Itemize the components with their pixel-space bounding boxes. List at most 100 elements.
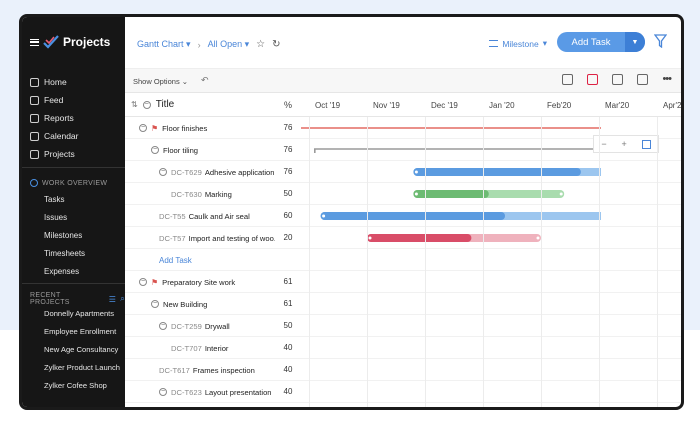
title-column-header[interactable]: ⇅ − Title	[125, 93, 275, 117]
task-title-cell[interactable]: − Floor tiling	[125, 139, 275, 161]
table-row[interactable]: DC-T55 Caulk and Air seal 60	[125, 205, 681, 227]
task-title-cell[interactable]: DC-T57 Import and testing of woo...	[125, 227, 275, 249]
sidebar-item-issues[interactable]: Issues	[44, 213, 68, 222]
nav-reports[interactable]: Reports	[30, 109, 79, 127]
table-row[interactable]: − DC-T629 Adhesive application 76	[125, 161, 681, 183]
table-row[interactable]: Add Task	[125, 249, 681, 271]
collapse-icon[interactable]: −	[151, 300, 159, 308]
undo-icon[interactable]: ↶	[201, 75, 209, 85]
work-overview-icon	[30, 179, 38, 187]
bar-drag-handle[interactable]	[536, 236, 540, 240]
table-row[interactable]: − ⚑ Floor finishes 76	[125, 117, 681, 139]
month-label: Feb'20	[547, 101, 572, 110]
recent-project-item[interactable]: Donnelly Apartments	[44, 309, 115, 318]
collapse-icon[interactable]: −	[159, 168, 167, 176]
table-row[interactable]: DC-T57 Import and testing of woo... 20	[125, 227, 681, 249]
collapse-icon[interactable]: −	[159, 388, 167, 396]
zoom-out-icon[interactable]: −	[601, 139, 607, 149]
recent-project-item[interactable]: Employee Enrollment	[44, 327, 117, 336]
add-task-button[interactable]: Add Task ▼	[557, 32, 645, 52]
task-title-cell[interactable]: − ⚑ Floor finishes	[125, 117, 275, 139]
task-title-cell[interactable]: DC-T55 Caulk and Air seal	[125, 205, 275, 227]
chevron-down-icon[interactable]: ▼	[625, 32, 645, 52]
star-icon[interactable]: ☆	[256, 39, 266, 50]
sidebar-item-expenses[interactable]: Expenses	[44, 267, 80, 276]
percent-cell: 40	[283, 365, 293, 374]
fit-to-screen-icon[interactable]	[641, 139, 651, 149]
header: Gantt Chart ▾ › All Open ▾ ☆ ↻ Milestone…	[125, 17, 681, 69]
bar-drag-handle[interactable]	[559, 192, 563, 196]
task-title-cell[interactable]: DC-T707 Interior	[125, 337, 275, 359]
month-label: Jan '20	[489, 101, 515, 110]
show-options-dropdown[interactable]: Show Options ⌄	[133, 77, 189, 86]
zoom-controls: − +	[593, 135, 659, 153]
menu-icon[interactable]	[30, 38, 39, 46]
brand[interactable]: Projects	[30, 35, 110, 49]
collapse-icon[interactable]: −	[139, 124, 147, 132]
percent-cell: 61	[283, 277, 293, 286]
task-code: DC-T617	[159, 365, 190, 375]
nav-projects[interactable]: Projects	[30, 145, 79, 163]
layout-icon[interactable]	[562, 74, 574, 85]
milestone-flag-icon: ⚑	[151, 277, 159, 287]
table-row[interactable]: − ⚑ Preparatory Site work 61	[125, 271, 681, 293]
table-row[interactable]: − Floor tiling 76	[125, 139, 681, 161]
bar-drag-handle[interactable]	[414, 192, 418, 196]
pdf-export-icon[interactable]	[587, 74, 599, 85]
bar-drag-handle[interactable]	[322, 214, 326, 218]
collapse-icon[interactable]: −	[151, 146, 159, 154]
feed-icon	[30, 95, 39, 105]
search-icon[interactable]: ⌕	[120, 294, 125, 303]
task-progress	[320, 212, 506, 220]
table-row[interactable]: DC-T707 Interior 40	[125, 337, 681, 359]
nav-calendar[interactable]: Calendar	[30, 127, 79, 145]
task-title-cell[interactable]: − DC-T629 Adhesive application	[125, 161, 275, 183]
collapse-icon[interactable]: −	[159, 322, 167, 330]
milestone-selector[interactable]: Milestone ▾	[489, 38, 547, 49]
expand-all-icon[interactable]: −	[142, 100, 151, 109]
filter-list-icon[interactable]: ☰	[108, 294, 117, 304]
table-row[interactable]: − DC-T259 Drywall 50	[125, 315, 681, 337]
view-selector[interactable]: Gantt Chart ▾	[137, 39, 191, 49]
table-row[interactable]: − New Building 61	[125, 293, 681, 315]
task-name: Preparatory Site work	[162, 277, 236, 287]
table-row[interactable]: DC-T617 Frames inspection 40	[125, 359, 681, 381]
nav-label: Calendar	[44, 131, 79, 141]
task-name: Caulk and Air seal	[188, 211, 250, 221]
recent-project-item[interactable]: Zylker Cofee Shop	[44, 381, 107, 390]
percent-cell: 76	[283, 123, 293, 132]
chevron-right-icon: ›	[197, 39, 201, 50]
filter-icon[interactable]	[654, 34, 667, 48]
fullscreen-icon[interactable]	[637, 74, 649, 85]
task-title-cell[interactable]: − ⚑ Preparatory Site work	[125, 271, 275, 293]
recent-project-item[interactable]: Zylker Product Launch	[44, 363, 120, 372]
sidebar-item-milestones[interactable]: Milestones	[44, 231, 83, 240]
recent-project-item[interactable]: New Age Consultancy	[44, 345, 119, 354]
task-title-cell[interactable]: − DC-T623 Layout presentation	[125, 381, 275, 403]
nav-feed[interactable]: Feed	[30, 91, 79, 109]
filter-selector[interactable]: All Open ▾	[207, 39, 250, 49]
timeline-header: Oct '19 Nov '19 Dec '19 Jan '20 Feb'20 Mar'20…	[301, 93, 681, 117]
sidebar-item-tasks[interactable]: Tasks	[44, 195, 65, 204]
nav-home[interactable]: Home	[30, 73, 79, 91]
task-title-cell[interactable]: DC-T617 Frames inspection	[125, 359, 275, 381]
calendar-view-icon[interactable]	[612, 74, 624, 85]
collapse-icon[interactable]: −	[139, 278, 147, 286]
add-task-link[interactable]: Add Task	[159, 255, 192, 265]
task-code: DC-T707	[171, 343, 202, 353]
reorder-icon[interactable]: ⇅	[131, 100, 138, 109]
bar-drag-handle[interactable]	[368, 236, 372, 240]
task-title-cell[interactable]: − New Building	[125, 293, 275, 315]
bar-drag-handle[interactable]	[414, 170, 418, 174]
task-title-cell[interactable]: Add Task	[125, 249, 275, 271]
refresh-icon[interactable]: ↻	[272, 39, 281, 50]
task-title-cell[interactable]: DC-T630 Marking	[125, 183, 275, 205]
task-title-cell[interactable]: − DC-T259 Drywall	[125, 315, 275, 337]
sidebar-item-timesheets[interactable]: Timesheets	[44, 249, 86, 258]
group-summary-bar[interactable]	[314, 148, 601, 153]
zoom-in-icon[interactable]: +	[621, 139, 627, 149]
table-row[interactable]: − DC-T623 Layout presentation 40	[125, 381, 681, 403]
table-row[interactable]: DC-T630 Marking 50	[125, 183, 681, 205]
task-progress	[413, 190, 489, 198]
more-options-icon[interactable]: •••	[662, 73, 672, 85]
